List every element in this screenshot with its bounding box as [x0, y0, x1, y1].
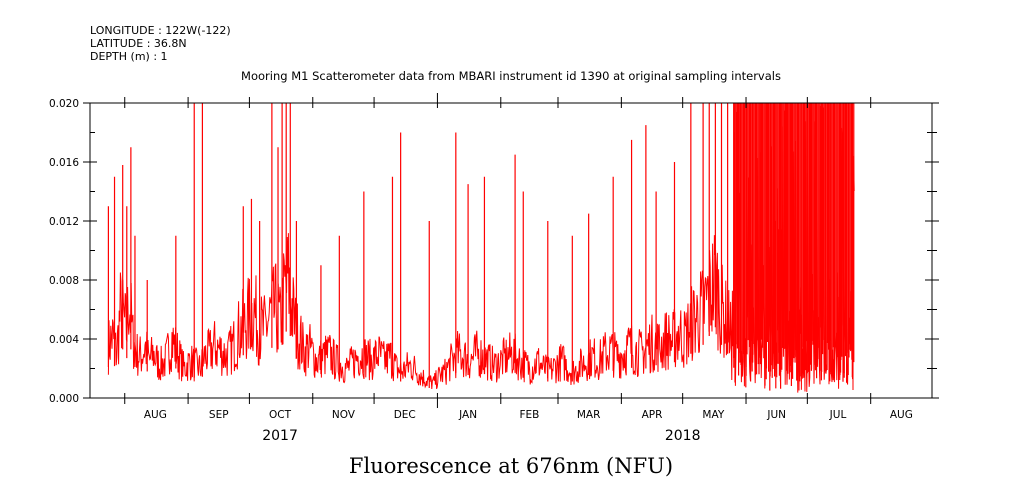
month-label: AUG: [144, 409, 167, 421]
latitude-label: LATITUDE : 36.8N: [90, 37, 187, 50]
year-label: 2018: [665, 428, 701, 444]
month-label: OCT: [269, 409, 292, 421]
month-label: MAR: [577, 409, 601, 421]
month-label: SEP: [209, 409, 229, 421]
month-label: JUN: [766, 409, 786, 421]
month-label: AUG: [890, 409, 913, 421]
year-label: 2017: [262, 428, 298, 444]
month-label: NOV: [332, 409, 356, 421]
depth-label: DEPTH (m) : 1: [90, 50, 168, 63]
month-label: MAY: [702, 409, 724, 421]
y-tick-label: 0.008: [49, 275, 79, 287]
month-label: JUL: [829, 409, 847, 421]
chart-title: Mooring M1 Scatterometer data from MBARI…: [241, 69, 781, 83]
y-tick-label: 0.020: [49, 98, 79, 110]
month-label: FEB: [519, 409, 539, 421]
y-tick-label: 0.012: [49, 216, 79, 228]
y-tick-label: 0.000: [49, 393, 79, 405]
longitude-label: LONGITUDE : 122W(-122): [90, 24, 231, 37]
y-tick-label: 0.016: [49, 157, 79, 169]
y-tick-label: 0.004: [49, 334, 79, 346]
data-series-trace: [107, 105, 855, 393]
month-label: DEC: [394, 409, 416, 421]
month-label: APR: [642, 409, 663, 421]
month-label: JAN: [458, 409, 477, 421]
x-axis-label: Fluorescence at 676nm (NFU): [348, 454, 674, 478]
